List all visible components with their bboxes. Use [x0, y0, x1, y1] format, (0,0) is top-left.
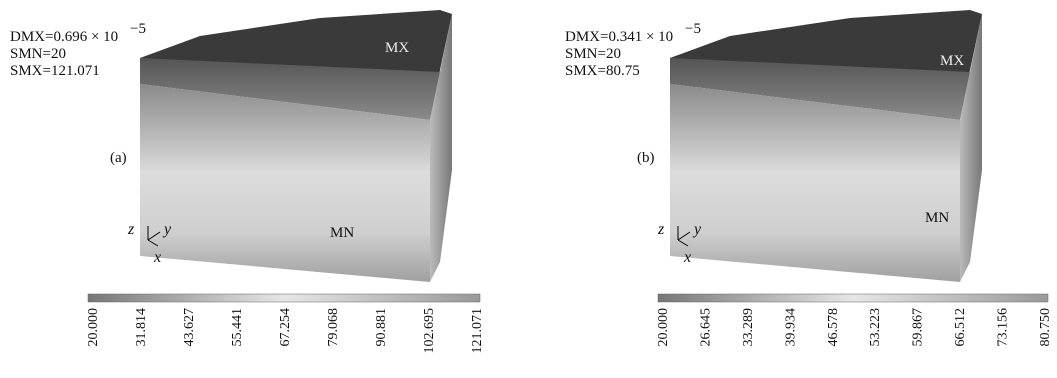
- panel-label: (b): [637, 150, 655, 166]
- colorbar-tick-label: 46.578: [826, 308, 841, 347]
- dmx-label: DMX=0.341 × 10: [565, 29, 673, 45]
- max-marker: MX: [940, 53, 964, 69]
- colorbar-tick-label: 121.071: [470, 308, 485, 354]
- colorbar-tick-label: 90.881: [374, 308, 389, 347]
- max-marker: MX: [385, 40, 409, 56]
- axis-label: y: [162, 221, 172, 238]
- colorbar-tick-label: 53.223: [868, 308, 883, 347]
- axis-label: x: [153, 249, 161, 266]
- min-marker: MN: [925, 210, 949, 226]
- dmx-exponent: −5: [685, 21, 701, 37]
- panel-label: (a): [110, 150, 127, 166]
- min-marker: MN: [330, 225, 354, 241]
- colorbar-tick-label: 80.750: [1038, 308, 1053, 347]
- axis-label: z: [657, 221, 665, 238]
- colorbar-tick-label: 26.645: [698, 308, 713, 347]
- smn-label: SMN=20: [10, 46, 66, 62]
- colorbar-tick-label: 20.000: [656, 308, 671, 347]
- colorbar: [88, 294, 480, 302]
- dmx-label: DMX=0.696 × 10: [10, 29, 118, 45]
- colorbar-tick-label: 102.695: [422, 308, 437, 354]
- axis-label: z: [127, 221, 135, 238]
- colorbar-tick-label: 55.441: [230, 308, 245, 347]
- colorbar: [658, 294, 1048, 302]
- colorbar-tick-label: 31.814: [134, 308, 149, 347]
- colorbar-tick-label: 67.254: [278, 308, 293, 347]
- colorbar-tick-label: 79.068: [326, 308, 341, 347]
- colorbar-tick-label: 20.000: [86, 308, 101, 347]
- colorbar-tick-label: 66.512: [953, 308, 968, 347]
- axis-label: x: [683, 249, 691, 266]
- figure: DMX=0.696 × 10−5SMN=20SMX=121.071MXMN(a)…: [0, 0, 1057, 378]
- colorbar-tick-label: 73.156: [996, 308, 1011, 347]
- colorbar-tick-label: 59.867: [911, 308, 926, 347]
- dmx-exponent: −5: [130, 21, 146, 37]
- axis-label: y: [692, 221, 702, 238]
- colorbar-tick-label: 39.934: [783, 308, 798, 347]
- colorbar-tick-label: 33.289: [741, 308, 756, 347]
- colorbar-tick-label: 43.627: [182, 308, 197, 347]
- smx-label: SMX=80.75: [565, 63, 640, 79]
- smx-label: SMX=121.071: [10, 63, 100, 79]
- smn-label: SMN=20: [565, 46, 621, 62]
